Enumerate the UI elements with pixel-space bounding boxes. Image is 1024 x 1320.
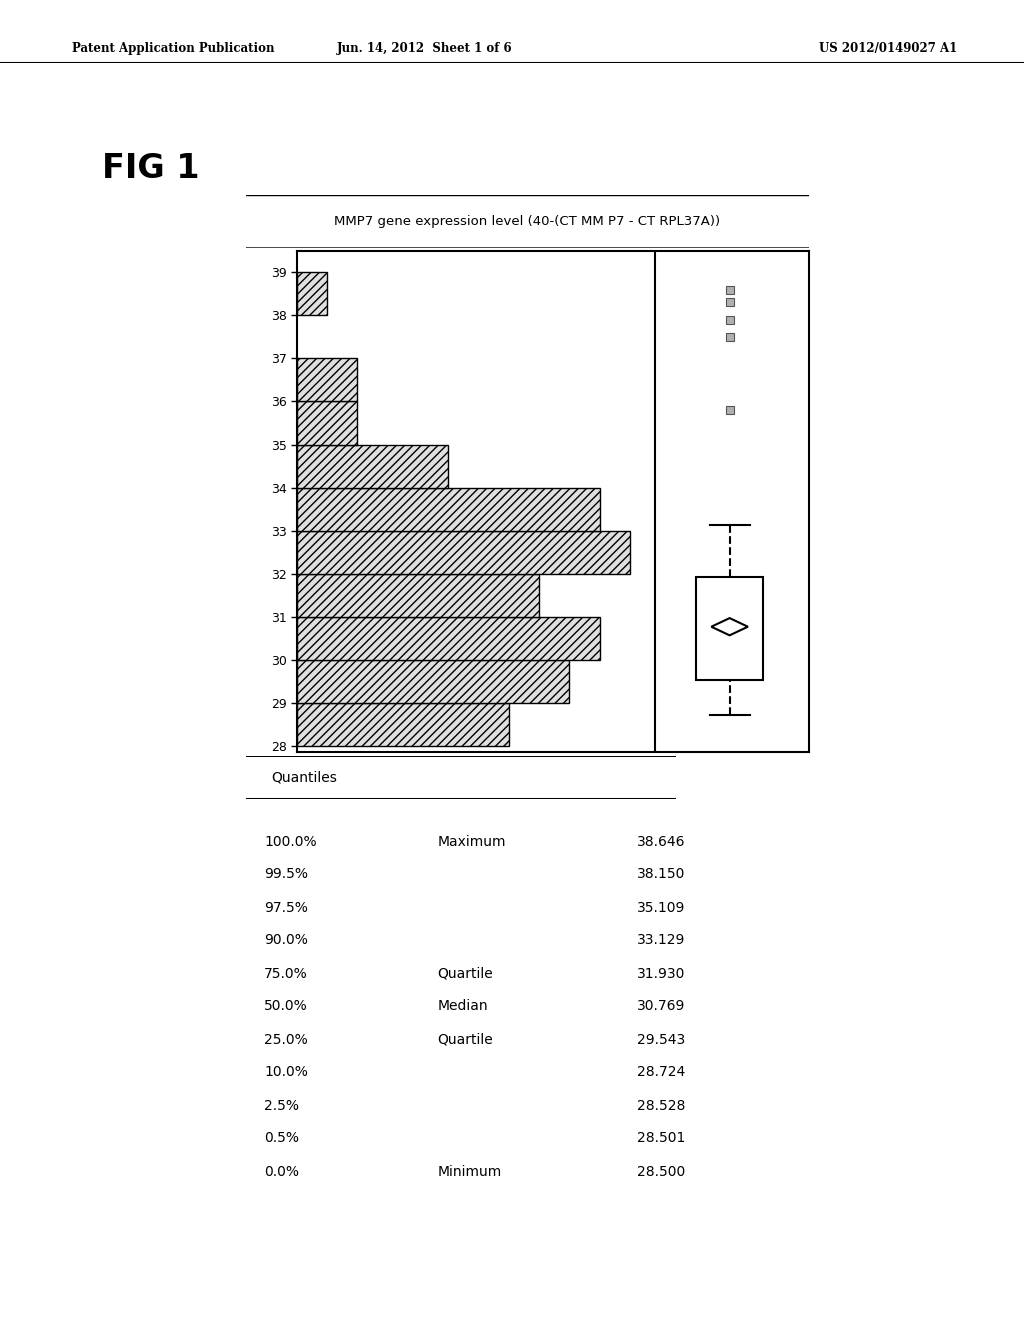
Text: 28.724: 28.724 bbox=[637, 1065, 685, 1080]
FancyBboxPatch shape bbox=[215, 195, 840, 248]
Text: 97.5%: 97.5% bbox=[264, 900, 308, 915]
Bar bbox=[297, 616, 599, 660]
Text: Quartile: Quartile bbox=[437, 1032, 493, 1047]
Text: Median: Median bbox=[437, 999, 487, 1014]
Text: 2.5%: 2.5% bbox=[264, 1098, 299, 1113]
Text: 75.0%: 75.0% bbox=[264, 966, 308, 981]
Text: MMP7 gene expression level (40-(CT MM P7 - CT RPL37A)): MMP7 gene expression level (40-(CT MM P7… bbox=[334, 215, 721, 228]
Bar bbox=[297, 359, 357, 401]
Text: Quartile: Quartile bbox=[437, 966, 493, 981]
Text: Quantiles: Quantiles bbox=[271, 771, 338, 784]
Text: FIG 1: FIG 1 bbox=[102, 152, 200, 185]
Bar bbox=[696, 577, 763, 680]
Text: 25.0%: 25.0% bbox=[264, 1032, 308, 1047]
Text: 31.930: 31.930 bbox=[637, 966, 685, 981]
Text: 0.5%: 0.5% bbox=[264, 1131, 299, 1146]
Bar bbox=[297, 574, 539, 616]
Text: 29.543: 29.543 bbox=[637, 1032, 685, 1047]
Text: Jun. 14, 2012  Sheet 1 of 6: Jun. 14, 2012 Sheet 1 of 6 bbox=[337, 42, 513, 55]
Text: 28.501: 28.501 bbox=[637, 1131, 685, 1146]
Text: 28.528: 28.528 bbox=[637, 1098, 685, 1113]
Text: 0.0%: 0.0% bbox=[264, 1164, 299, 1179]
Text: 38.646: 38.646 bbox=[637, 834, 685, 849]
Bar bbox=[297, 487, 599, 531]
Text: US 2012/0149027 A1: US 2012/0149027 A1 bbox=[819, 42, 957, 55]
Bar bbox=[297, 272, 328, 315]
Text: 10.0%: 10.0% bbox=[264, 1065, 308, 1080]
Text: 38.150: 38.150 bbox=[637, 867, 685, 882]
Bar bbox=[297, 660, 569, 702]
Text: Minimum: Minimum bbox=[437, 1164, 502, 1179]
Bar bbox=[297, 401, 357, 445]
Text: 99.5%: 99.5% bbox=[264, 867, 308, 882]
Text: 50.0%: 50.0% bbox=[264, 999, 308, 1014]
Text: 90.0%: 90.0% bbox=[264, 933, 308, 948]
Bar bbox=[297, 445, 449, 487]
Text: 28.500: 28.500 bbox=[637, 1164, 685, 1179]
Text: Maximum: Maximum bbox=[437, 834, 506, 849]
Polygon shape bbox=[712, 618, 748, 635]
Bar bbox=[297, 531, 630, 574]
Text: 30.769: 30.769 bbox=[637, 999, 685, 1014]
FancyBboxPatch shape bbox=[226, 756, 695, 799]
Text: Patent Application Publication: Patent Application Publication bbox=[72, 42, 274, 55]
Bar bbox=[297, 702, 509, 746]
Text: 35.109: 35.109 bbox=[637, 900, 685, 915]
Text: 100.0%: 100.0% bbox=[264, 834, 316, 849]
Text: 33.129: 33.129 bbox=[637, 933, 685, 948]
